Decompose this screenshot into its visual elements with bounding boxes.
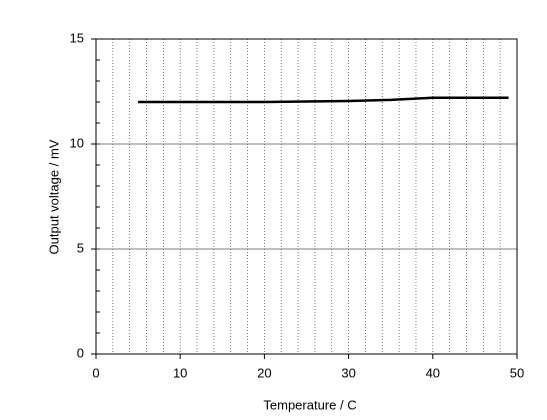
y-tick-label: 10 [70,135,84,150]
x-axis-title: Temperature / C [263,397,356,412]
y-tick-label: 5 [77,240,84,255]
data-line [138,96,509,104]
x-tick-label: 20 [257,365,271,380]
x-tick-label: 10 [173,365,187,380]
plot-frame [95,38,518,355]
x-tick-label: 50 [510,365,524,380]
x-tick-label: 30 [341,365,355,380]
y-tick-label: 0 [77,345,84,360]
y-axis-title: Output voltage / mV [46,139,61,254]
x-tick-label: 0 [92,365,99,380]
x-tick-label: 40 [426,365,440,380]
y-tick-label: 15 [70,30,84,45]
